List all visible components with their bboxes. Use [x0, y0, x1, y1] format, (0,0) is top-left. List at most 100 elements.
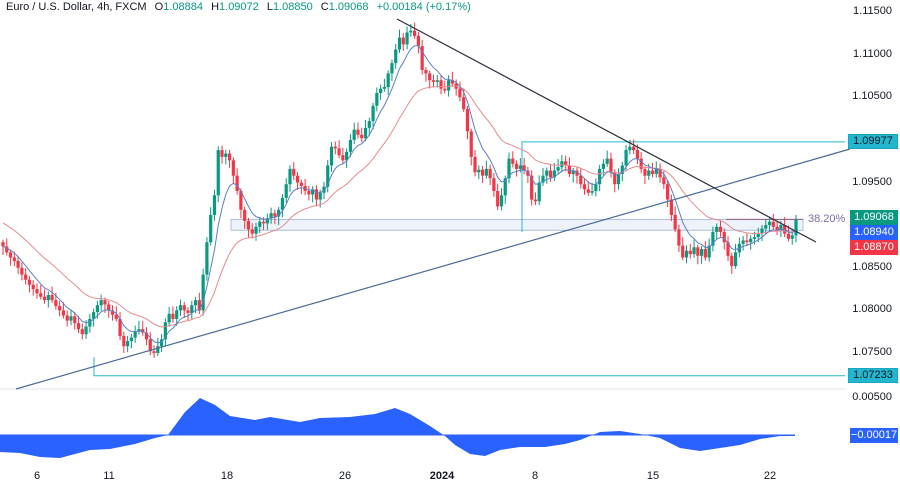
candle-down: [299, 182, 303, 186]
time-tick: 18: [220, 470, 234, 482]
candle-up: [545, 170, 549, 176]
candle-up: [790, 235, 794, 239]
candle-up: [126, 341, 130, 347]
candle-up: [684, 250, 689, 258]
candle-up: [752, 237, 757, 239]
candle-up: [409, 30, 413, 33]
candle-down: [533, 199, 538, 202]
candle-down: [643, 168, 647, 176]
candle-up: [133, 331, 137, 338]
candle-down: [726, 242, 730, 256]
candle-down: [669, 199, 673, 215]
candle-up: [749, 238, 753, 243]
candle-down: [20, 267, 24, 275]
candle-down: [42, 296, 47, 301]
candle-up: [375, 92, 379, 106]
candle-down: [522, 165, 526, 171]
candle-down: [416, 35, 420, 47]
low-value: 1.08850: [272, 1, 313, 13]
symbol-title: Euro / U.S. Dollar, 4h, FXCM: [6, 1, 147, 13]
time-tick: 22: [763, 470, 777, 482]
candle-up: [397, 37, 402, 50]
last-price-tag: 1.09068: [850, 210, 898, 225]
candle-up: [484, 168, 488, 176]
candle-up: [541, 175, 545, 183]
candle-down: [114, 314, 118, 319]
candle-up: [764, 225, 768, 229]
time-tick: 2024: [429, 470, 455, 482]
candle-up: [193, 300, 198, 306]
candle-down: [613, 172, 617, 185]
candle-up: [507, 158, 511, 179]
candle-up: [345, 151, 349, 161]
candle-down: [492, 178, 496, 192]
time-tick: 11: [103, 470, 115, 482]
high-value: 1.09072: [219, 1, 259, 13]
candle-down: [469, 131, 473, 157]
candle-down: [632, 146, 636, 151]
candle-down: [292, 168, 296, 176]
candle-up: [760, 228, 764, 234]
candle-up: [518, 165, 522, 169]
candle-up: [499, 195, 504, 207]
candle-down: [564, 161, 568, 166]
candle-down: [666, 184, 670, 200]
candle-down: [118, 318, 122, 336]
candle-up: [175, 310, 179, 319]
candle-up: [265, 218, 269, 224]
candle-up: [767, 221, 772, 226]
candle-down: [314, 189, 319, 200]
candle-down: [76, 323, 81, 330]
candle-up: [69, 316, 73, 321]
candle-down: [80, 329, 84, 335]
resistance-price-tag: 1.09977: [848, 134, 898, 149]
candle-down: [548, 170, 553, 178]
slow-moving-average: [2, 85, 797, 328]
candle-up: [224, 153, 228, 157]
price-tick: 1.11500: [853, 5, 892, 17]
candle-up: [779, 225, 783, 231]
candle-up: [212, 195, 217, 215]
candle-down: [171, 313, 175, 319]
candle-up: [363, 127, 368, 139]
candle-up: [616, 173, 621, 185]
candle-up: [699, 248, 704, 256]
candle-up: [322, 186, 326, 193]
candle-down: [783, 225, 787, 234]
candle-down: [413, 30, 417, 36]
candle-up: [590, 191, 594, 193]
candle-down: [27, 279, 32, 285]
resistance-level-line: [521, 141, 845, 232]
candle-up: [348, 139, 353, 152]
change-value: +0.00184 (+0.17%): [376, 1, 471, 13]
candle-down: [61, 310, 66, 316]
low-key: L: [266, 1, 273, 13]
candle-up: [163, 322, 167, 340]
candle-down: [12, 257, 16, 261]
candle-down: [514, 163, 519, 169]
candle-up: [733, 252, 738, 267]
candle-down: [250, 229, 254, 234]
candle-down: [148, 339, 152, 352]
candle-up: [167, 313, 171, 323]
candle-up: [741, 240, 745, 244]
candle-up: [318, 192, 322, 200]
candle-down: [65, 315, 69, 321]
candle-down: [261, 221, 266, 224]
candle-up: [601, 163, 606, 169]
candle-up: [379, 88, 383, 93]
candle-down: [480, 169, 485, 176]
candle-down: [8, 252, 13, 258]
candle-up: [382, 87, 386, 89]
price-tick: 1.08000: [852, 303, 892, 315]
candle-up: [129, 337, 133, 342]
candle-up: [156, 346, 160, 353]
candle-up: [707, 245, 711, 258]
candle-down: [730, 255, 734, 267]
candle-up: [386, 73, 390, 88]
candle-down: [231, 160, 235, 176]
candle-down: [424, 69, 428, 74]
price-tick: 1.11000: [853, 48, 892, 60]
candle-up: [280, 197, 285, 210]
